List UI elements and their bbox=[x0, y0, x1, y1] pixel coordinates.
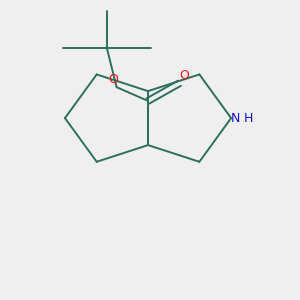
Text: O: O bbox=[179, 69, 189, 82]
Text: N: N bbox=[230, 112, 240, 124]
Text: H: H bbox=[244, 112, 254, 124]
Text: O: O bbox=[109, 73, 118, 86]
